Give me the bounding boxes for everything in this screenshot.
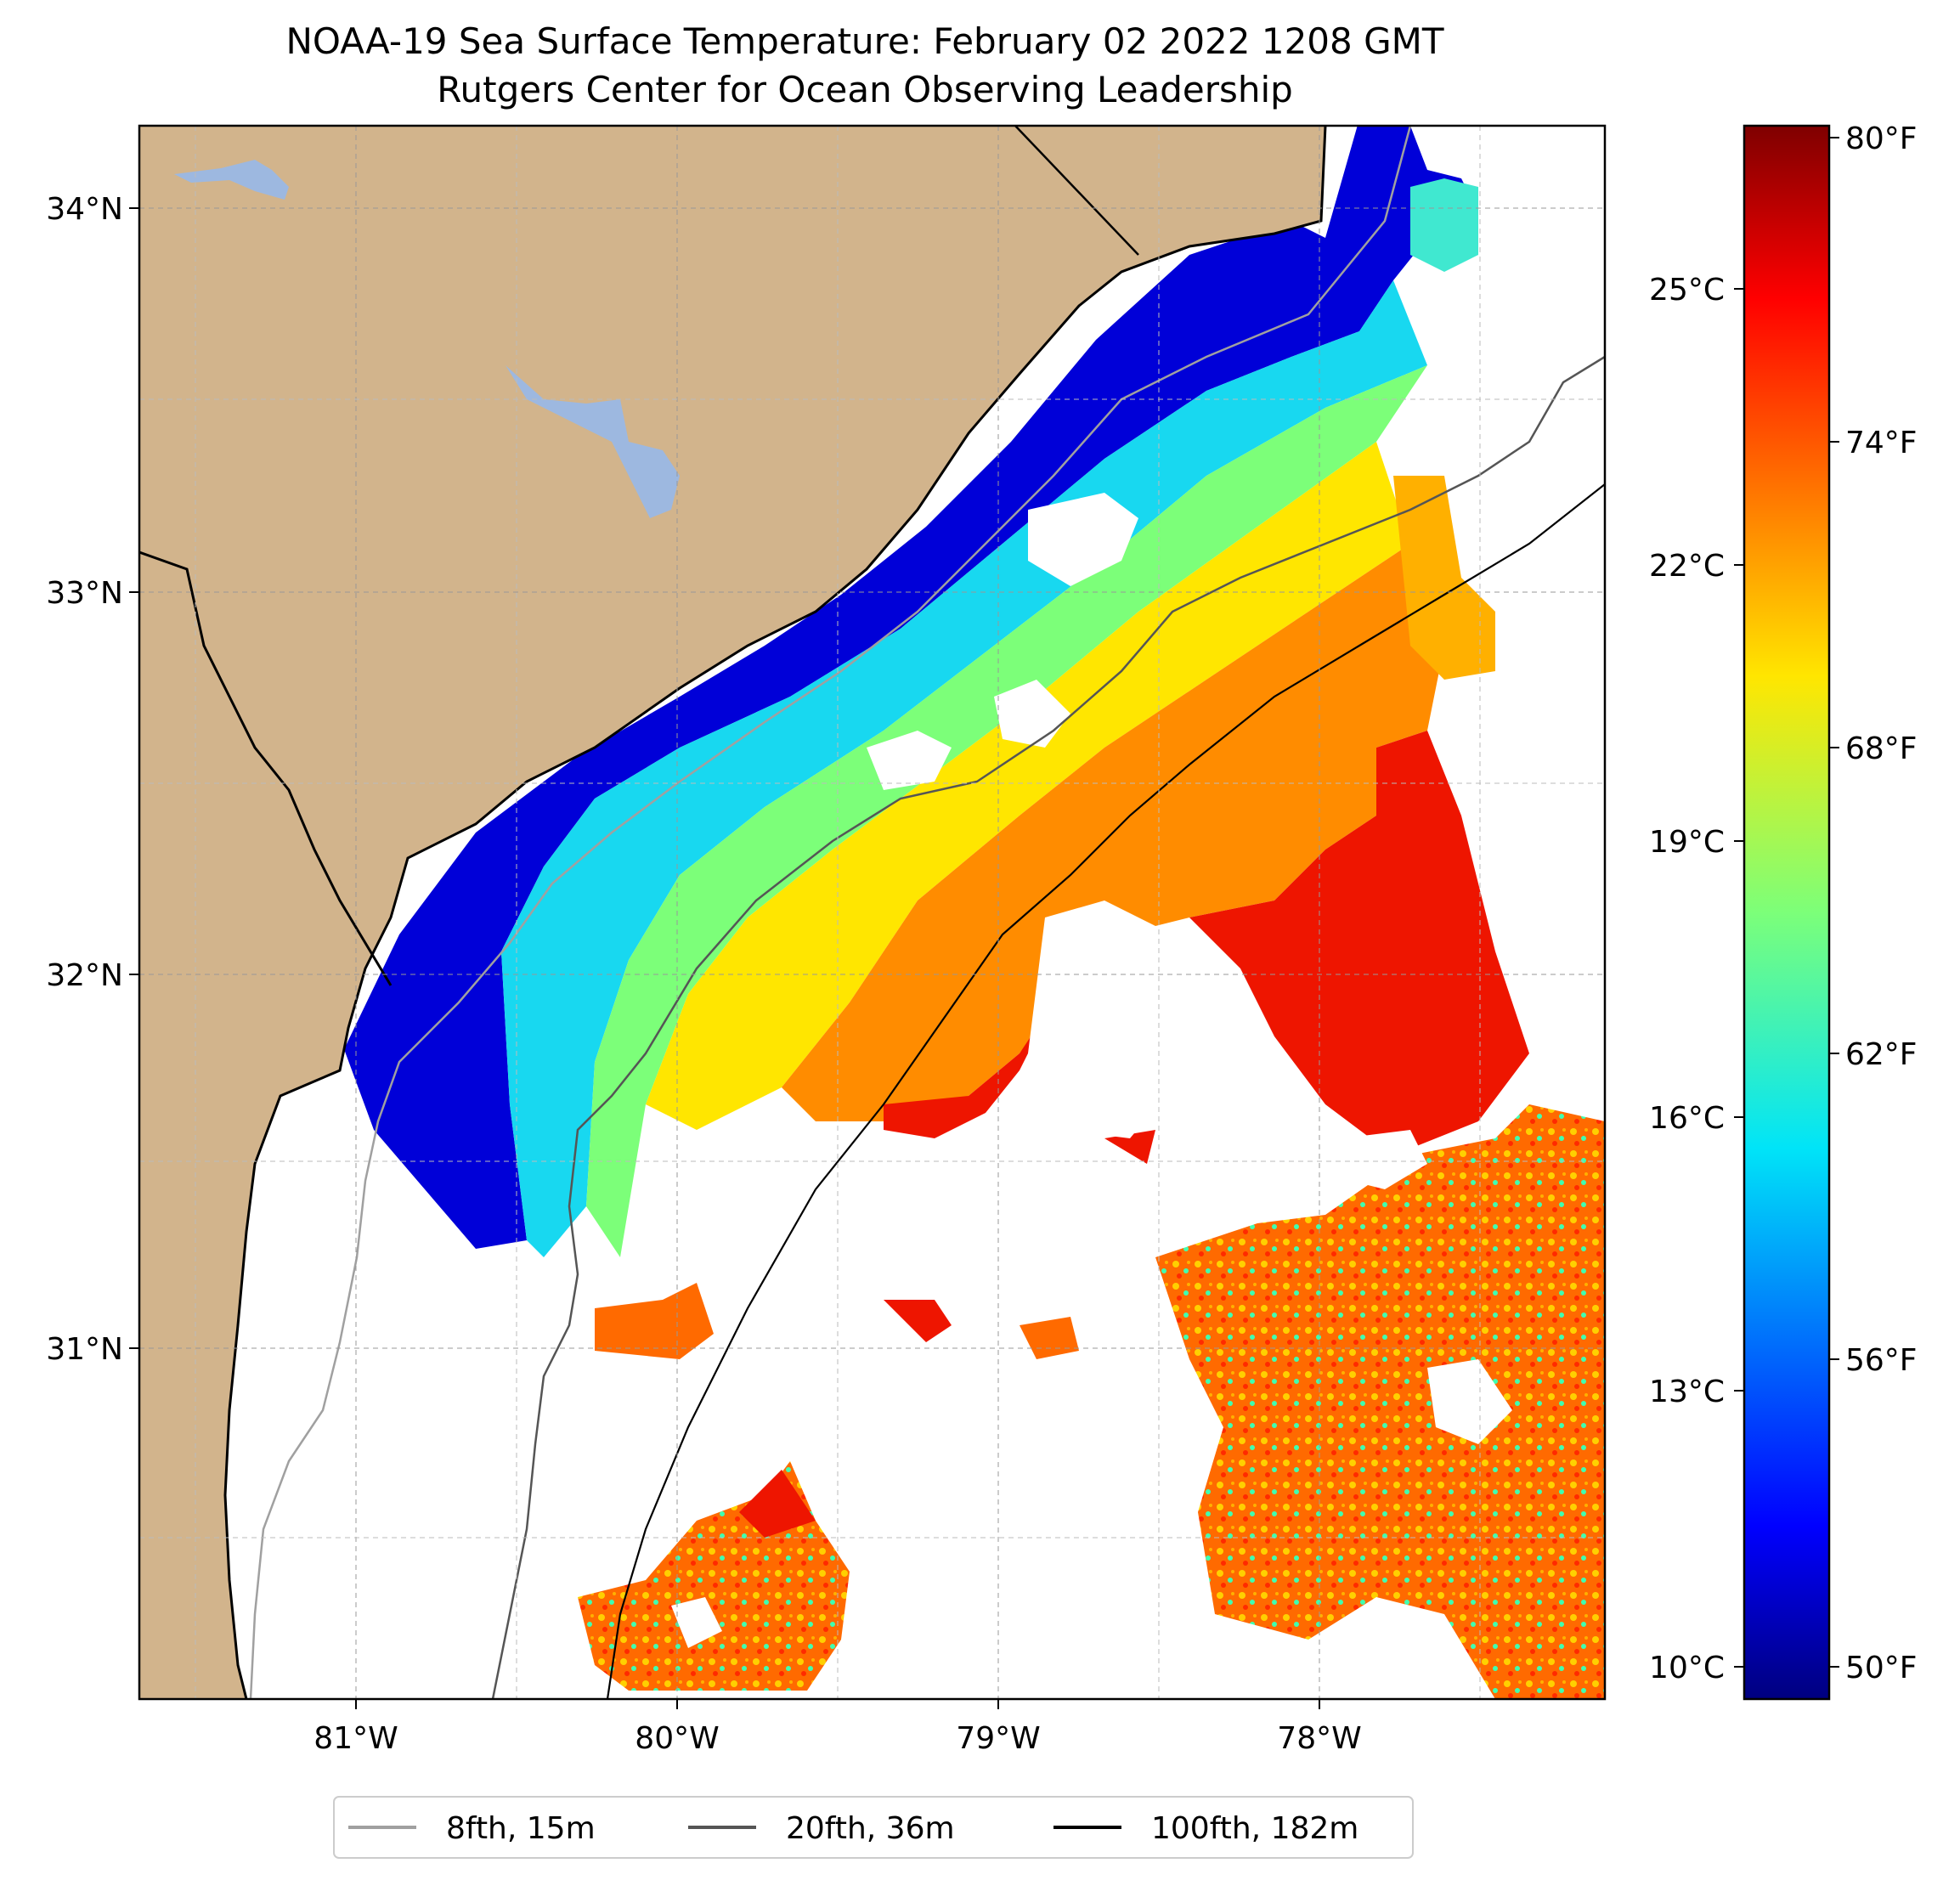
colorbar-f-68: 68°F	[1845, 731, 1918, 766]
cloud-gap-6	[1427, 1359, 1512, 1444]
axis-ticks	[129, 207, 1320, 1709]
colorbar-c-16: 16°C	[1649, 1101, 1725, 1136]
cloud-gap-1	[1028, 493, 1138, 586]
lat-label-32n: 32°N	[46, 958, 123, 993]
isobath-100fth	[606, 483, 1605, 1699]
colorbar-f-50: 50°F	[1845, 1651, 1918, 1685]
lat-label-34n: 34°N	[46, 192, 123, 227]
lon-label-78w: 78°W	[1277, 1721, 1361, 1756]
colorbar: 25°C 22°C 19°C 16°C 13°C 10°C 80°F 74°F …	[1649, 121, 1918, 1701]
gridlines	[139, 126, 1605, 1699]
map-panel	[139, 126, 1605, 1699]
sst-patch-mid	[595, 1283, 714, 1359]
lake-marion	[174, 160, 289, 200]
colorbar-ticks	[1734, 137, 1839, 1668]
sst-patch-northeast	[1393, 476, 1495, 680]
colorbar-c-10: 10°C	[1649, 1651, 1725, 1685]
lat-label-31n: 31°N	[46, 1332, 123, 1367]
colorbar-c-22: 22°C	[1649, 549, 1725, 584]
sst-cold-nearshore	[344, 126, 1478, 1249]
colorbar-f-80: 80°F	[1845, 121, 1918, 156]
lake-moultrie	[506, 365, 680, 518]
state-border	[1014, 126, 1139, 256]
cloud-gap-4	[1028, 900, 1189, 1138]
lon-label-80w: 80°W	[635, 1721, 719, 1756]
sst-patch-small3	[1020, 1317, 1079, 1359]
colorbar-f-74: 74°F	[1845, 426, 1918, 460]
sst-patch-coastal-north	[1410, 178, 1478, 272]
isobath-20fth	[491, 355, 1605, 1699]
lon-label-81w: 81°W	[313, 1721, 398, 1756]
sst-green-band	[586, 365, 1427, 1257]
cloud-gap-2	[867, 731, 952, 790]
sst-patch-small2	[1104, 1130, 1155, 1164]
sst-warm-tongue	[884, 1002, 1053, 1138]
legend-label-20fth: 20fth, 36m	[786, 1811, 955, 1846]
cloud-gap-5	[1342, 1130, 1427, 1189]
sst-yellow-band	[646, 442, 1410, 1130]
sst-cyan-band	[501, 280, 1427, 1257]
sst-speckled-east	[1155, 1104, 1605, 1699]
sst-patch-south-red	[739, 1470, 816, 1538]
cloud-gap-3	[994, 680, 1070, 748]
cloud-gap-7	[671, 1597, 722, 1648]
sst-patch-small1	[884, 1300, 952, 1342]
figure-title-line1: NOAA-19 Sea Surface Temperature: Februar…	[285, 20, 1443, 62]
figure-title-line2: Rutgers Center for Ocean Observing Leade…	[437, 69, 1293, 110]
sst-warm-core	[1189, 731, 1529, 1155]
coastline	[223, 126, 1327, 1699]
map-frame	[138, 124, 1607, 1701]
colorbar-c-25: 25°C	[1649, 273, 1725, 308]
colorbar-f-62: 62°F	[1845, 1037, 1918, 1072]
colorbar-gradient	[1743, 124, 1831, 1701]
colorbar-c-19: 19°C	[1649, 825, 1725, 860]
lat-label-33n: 33°N	[46, 576, 123, 611]
lon-label-79w: 79°W	[956, 1721, 1040, 1756]
sst-field	[344, 126, 1605, 1699]
legend-label-100fth: 100fth, 182m	[1151, 1811, 1358, 1846]
isobath-legend: 8fth, 15m 20fth, 36m 100fth, 182m	[333, 1796, 1414, 1859]
legend-label-8fth: 8fth, 15m	[446, 1811, 596, 1846]
colorbar-f-56: 56°F	[1845, 1343, 1918, 1378]
land-mass	[139, 126, 1325, 1699]
colorbar-c-13: 13°C	[1649, 1375, 1725, 1409]
legend-box	[333, 1796, 1414, 1859]
